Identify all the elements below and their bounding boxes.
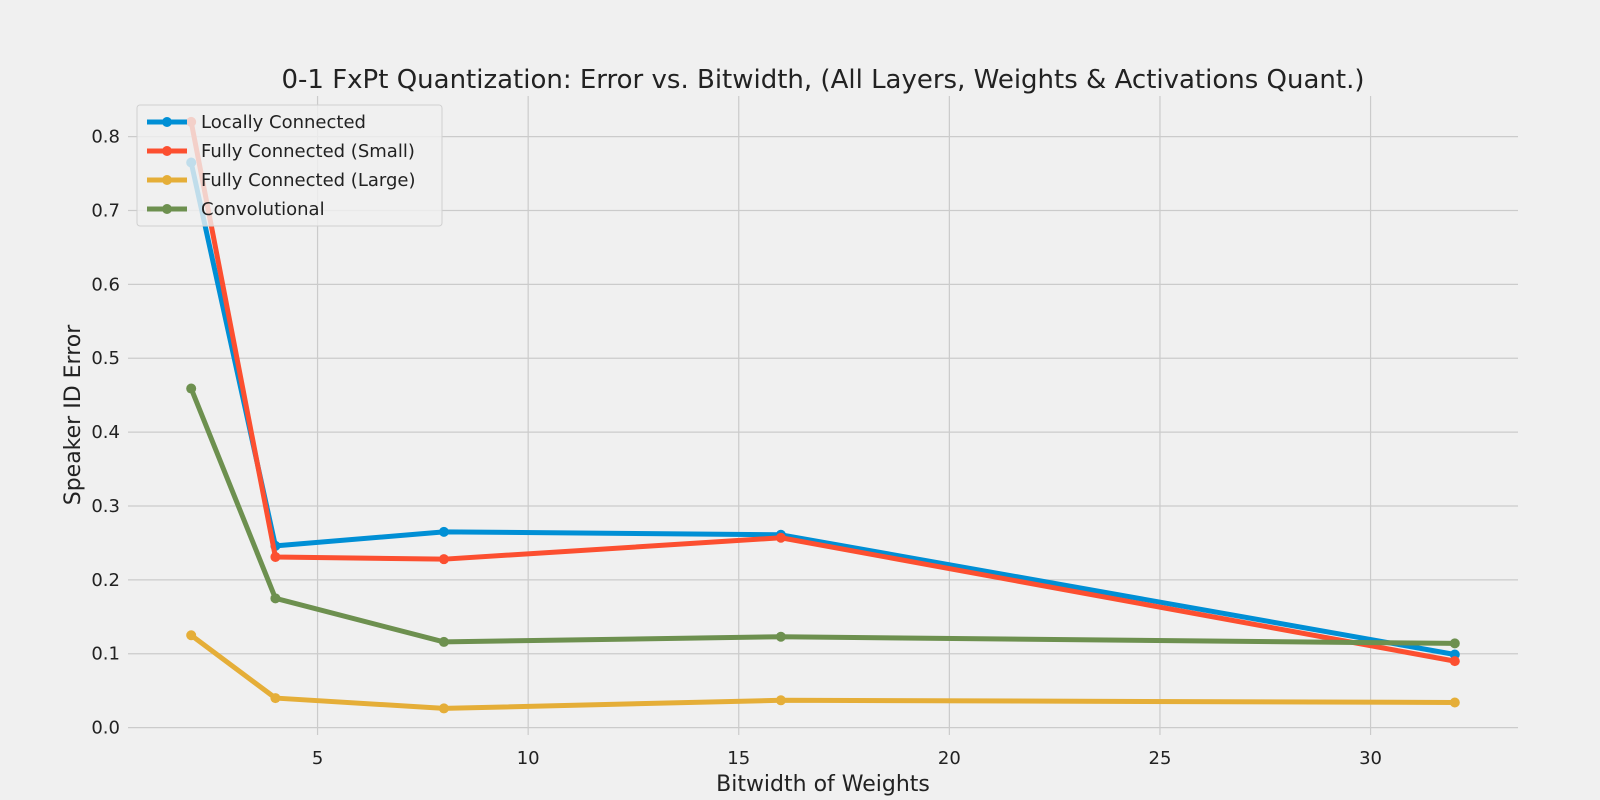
chart-title: 0-1 FxPt Quantization: Error vs. Bitwidt… [281,65,1364,95]
grid-layer [128,96,1518,735]
y-tick-label: 0.0 [91,718,120,739]
y-axis-title: Speaker ID Error [61,324,86,505]
data-point [270,593,281,604]
legend-swatch-marker [162,175,172,185]
data-point [438,636,449,647]
x-tick-label: 30 [1359,748,1382,769]
x-tick-label: 20 [938,748,961,769]
data-point [438,703,449,714]
data-point [1449,638,1460,649]
legend-entry: Fully Connected (Large) [147,170,416,191]
legend-entry: Locally Connected [147,112,366,133]
data-point [438,554,449,565]
series-3 [186,630,1460,714]
y-tick-label: 0.4 [91,422,120,443]
x-axis-title: Bitwidth of Weights [716,772,930,797]
data-point [270,693,281,704]
y-tick-label: 0.5 [91,348,120,369]
data-point [775,532,786,543]
legend-label: Fully Connected (Small) [201,141,415,162]
series-4 [186,383,1460,649]
data-point [186,630,197,641]
legend-swatch-marker [162,117,172,127]
data-point [186,383,197,394]
x-tick-label: 10 [517,748,540,769]
data-point [270,551,281,562]
data-point [775,631,786,642]
x-tick-label: 15 [727,748,750,769]
y-tick-label: 0.7 [91,201,120,222]
legend-label: Locally Connected [201,112,366,133]
legend-label: Fully Connected (Large) [201,170,416,191]
legend: Locally Connected Fully Connected (Small)… [136,104,443,227]
x-tick-label: 5 [312,748,323,769]
legend-box [136,104,443,227]
data-point [1449,697,1460,708]
legend-label: Convolutional [201,199,325,220]
tick-layer: 5 10 15 20 25 30 0.0 0.1 0.2 0.3 0.4 0.5 0.6 0.7 0.8 [91,127,1382,769]
data-point [438,526,449,537]
y-tick-label: 0.8 [91,127,120,148]
legend-entry: Convolutional [147,199,325,220]
data-point [775,695,786,706]
legend-swatch-marker [162,204,172,214]
y-tick-label: 0.1 [91,644,120,665]
series-layer [186,116,1460,714]
data-point [1449,656,1460,667]
y-tick-label: 0.3 [91,496,120,517]
x-tick-label: 25 [1149,748,1172,769]
legend-entry: Fully Connected (Small) [147,141,415,162]
y-tick-label: 0.6 [91,274,120,295]
legend-swatch-marker [162,146,172,156]
y-tick-label: 0.2 [91,570,120,591]
